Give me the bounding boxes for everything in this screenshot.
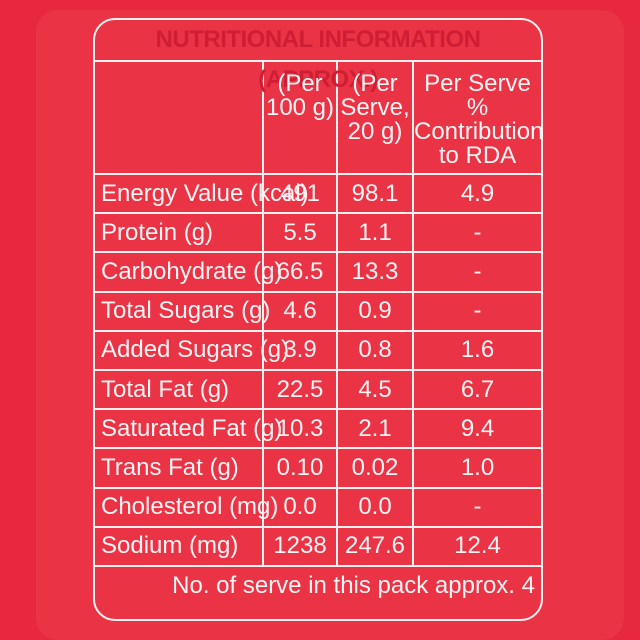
header-line: 100 g)	[265, 94, 335, 121]
rda-value: -	[412, 212, 541, 254]
header-rda: Per Serve % Contribution to RDA	[412, 62, 543, 175]
nutrient-label: Cholesterol (mg)	[95, 486, 278, 528]
table-row: Carbohydrate (g) 66.5 13.3-	[95, 251, 541, 293]
nutrition-table: (Per 100 g) (Per Serve, 20 g) Per Serve …	[95, 62, 541, 606]
per-serve-value: 0.0	[336, 486, 414, 528]
table-row: Total Fat (g) 22.5 4.5 6.7	[95, 368, 541, 411]
table-row: Saturated Fat (g) 10.3 2.1 9.4	[95, 408, 541, 450]
header-line: to RDA	[438, 142, 517, 169]
panel-title: NUTRITIONAL INFORMATION (APPROX.)	[95, 20, 541, 93]
nutrition-panel: NUTRITIONAL INFORMATION (APPROX.) (Per 1…	[93, 18, 543, 621]
per-100g-value: 4.6	[262, 290, 338, 332]
per-100g-value: 10.3	[262, 408, 338, 450]
nutrient-label: Trans Fat (g)	[95, 447, 264, 489]
per-100g-value: 5.5	[262, 212, 338, 254]
rda-value: 9.4	[412, 408, 541, 450]
table-row: Cholesterol (mg) 0.0 0.0-	[95, 486, 541, 528]
per-100g-value: 0.0	[262, 486, 338, 528]
servings-note: No. of serve in this pack approx. 4	[95, 564, 541, 606]
header-line: % Contribution	[414, 94, 543, 145]
per-100g-value: 491	[262, 172, 338, 215]
header-row: (Per 100 g) (Per Serve, 20 g) Per Serve …	[95, 62, 543, 175]
header-per-100g: (Per 100 g)	[262, 62, 338, 175]
header-empty-cell	[95, 62, 264, 175]
per-100g-value: 22.5	[262, 368, 338, 411]
table-row: Protein (g) 5.5 1.1-	[95, 212, 541, 254]
rda-value: 1.0	[412, 447, 541, 489]
table-row: Sodium (mg) 1238 247.6 12.4	[95, 525, 541, 567]
rda-value: -	[412, 290, 541, 332]
per-serve-value: 0.8	[336, 329, 414, 371]
header-line: (Per	[352, 70, 398, 97]
rda-value: -	[412, 486, 541, 528]
header-line: 20 g)	[347, 118, 403, 145]
rda-value: 6.7	[412, 368, 541, 411]
header-line: Per Serve	[424, 70, 531, 97]
rda-value: 4.9	[412, 172, 541, 215]
per-100g-value: 0.10	[262, 447, 338, 489]
nutrient-label: Saturated Fat (g)	[95, 408, 282, 450]
table-row: Energy Value (kcal) 491 98.1 4.9	[95, 172, 541, 215]
per-serve-value: 0.9	[336, 290, 414, 332]
nutrient-label: Added Sugars (g)	[95, 329, 289, 371]
table-row: Total Sugars (g) 4.6 0.9-	[95, 290, 541, 332]
nutrient-label: Total Fat (g)	[95, 368, 264, 411]
footer-row: No. of serve in this pack approx. 4	[95, 564, 541, 606]
nutrient-label: Carbohydrate (g)	[95, 251, 282, 293]
per-serve-value: 247.6	[336, 525, 414, 567]
nutrient-label: Sodium (mg)	[95, 525, 264, 567]
nutrient-label: Energy Value (kcal)	[95, 172, 309, 215]
per-100g-value: 1238	[262, 525, 338, 567]
per-serve-value: 98.1	[336, 172, 414, 215]
table-row: Trans Fat (g) 0.10 0.02 1.0	[95, 447, 541, 489]
per-serve-value: 2.1	[336, 408, 414, 450]
header-line: Serve,	[340, 94, 410, 121]
nutrient-label: Protein (g)	[95, 212, 264, 254]
per-serve-value: 1.1	[336, 212, 414, 254]
rda-value: -	[412, 251, 541, 293]
rda-value: 1.6	[412, 329, 541, 371]
per-serve-value: 4.5	[336, 368, 414, 411]
nutrient-label: Total Sugars (g)	[95, 290, 270, 332]
per-100g-value: 66.5	[262, 251, 338, 293]
per-100g-value: 3.9	[262, 329, 338, 371]
per-serve-value: 13.3	[336, 251, 414, 293]
header-per-serve: (Per Serve, 20 g)	[336, 62, 414, 175]
per-serve-value: 0.02	[336, 447, 414, 489]
rda-value: 12.4	[412, 525, 541, 567]
header-line: (Per	[277, 70, 323, 97]
table-row: Added Sugars (g) 3.9 0.8 1.6	[95, 329, 541, 371]
